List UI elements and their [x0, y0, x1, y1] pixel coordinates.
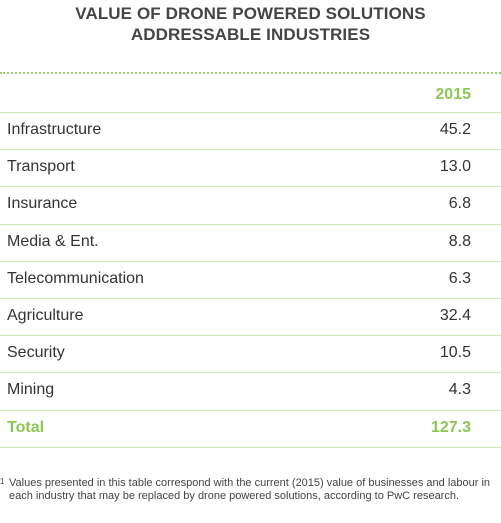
- total-row: Total 127.3: [0, 411, 501, 448]
- row-value: 6.3: [448, 269, 471, 287]
- table-row: Agriculture 32.4: [0, 299, 501, 337]
- table-header-row: 2015: [0, 76, 501, 113]
- data-table: 2015 Infrastructure 45.2 Transport 13.0 …: [0, 76, 501, 448]
- title-line-2: ADDRESSABLE INDUSTRIES: [130, 25, 371, 44]
- row-label: Agriculture: [7, 306, 84, 324]
- total-label: Total: [7, 418, 45, 436]
- dotted-divider: [0, 72, 501, 74]
- row-label: Telecommunication: [7, 269, 144, 287]
- total-value: 127.3: [430, 418, 471, 436]
- row-value: 13.0: [439, 158, 471, 176]
- footnote: 1 Values presented in this table corresp…: [0, 477, 495, 503]
- table-row: Telecommunication 6.3: [0, 262, 501, 299]
- footnote-text: Values presented in this table correspon…: [9, 477, 491, 502]
- column-header-2015: 2015: [435, 86, 471, 103]
- row-value: 8.8: [448, 232, 471, 250]
- row-label: Security: [7, 344, 65, 362]
- row-value: 45.2: [439, 121, 471, 138]
- table-row: Transport 13.0: [0, 150, 501, 188]
- row-value: 4.3: [448, 381, 471, 399]
- row-label: Mining: [7, 381, 55, 399]
- title-line-1: VALUE OF DRONE POWERED SOLUTIONS: [75, 4, 426, 23]
- row-label: Transport: [7, 158, 75, 176]
- row-label: Infrastructure: [7, 121, 102, 138]
- row-value: 10.5: [439, 344, 471, 362]
- row-label: Insurance: [7, 195, 78, 213]
- page-title: VALUE OF DRONE POWERED SOLUTIONS ADDRESS…: [0, 3, 501, 45]
- row-label: Media & Ent.: [7, 232, 99, 250]
- table-row: Media & Ent. 8.8: [0, 225, 501, 262]
- table-row: Infrastructure 45.2: [0, 113, 501, 151]
- table-row: Security 10.5: [0, 336, 501, 374]
- row-value: 6.8: [448, 195, 471, 213]
- table-row: Mining 4.3: [0, 373, 501, 411]
- table-row: Insurance 6.8: [0, 187, 501, 225]
- footnote-mark: 1: [0, 477, 5, 486]
- row-value: 32.4: [439, 306, 471, 324]
